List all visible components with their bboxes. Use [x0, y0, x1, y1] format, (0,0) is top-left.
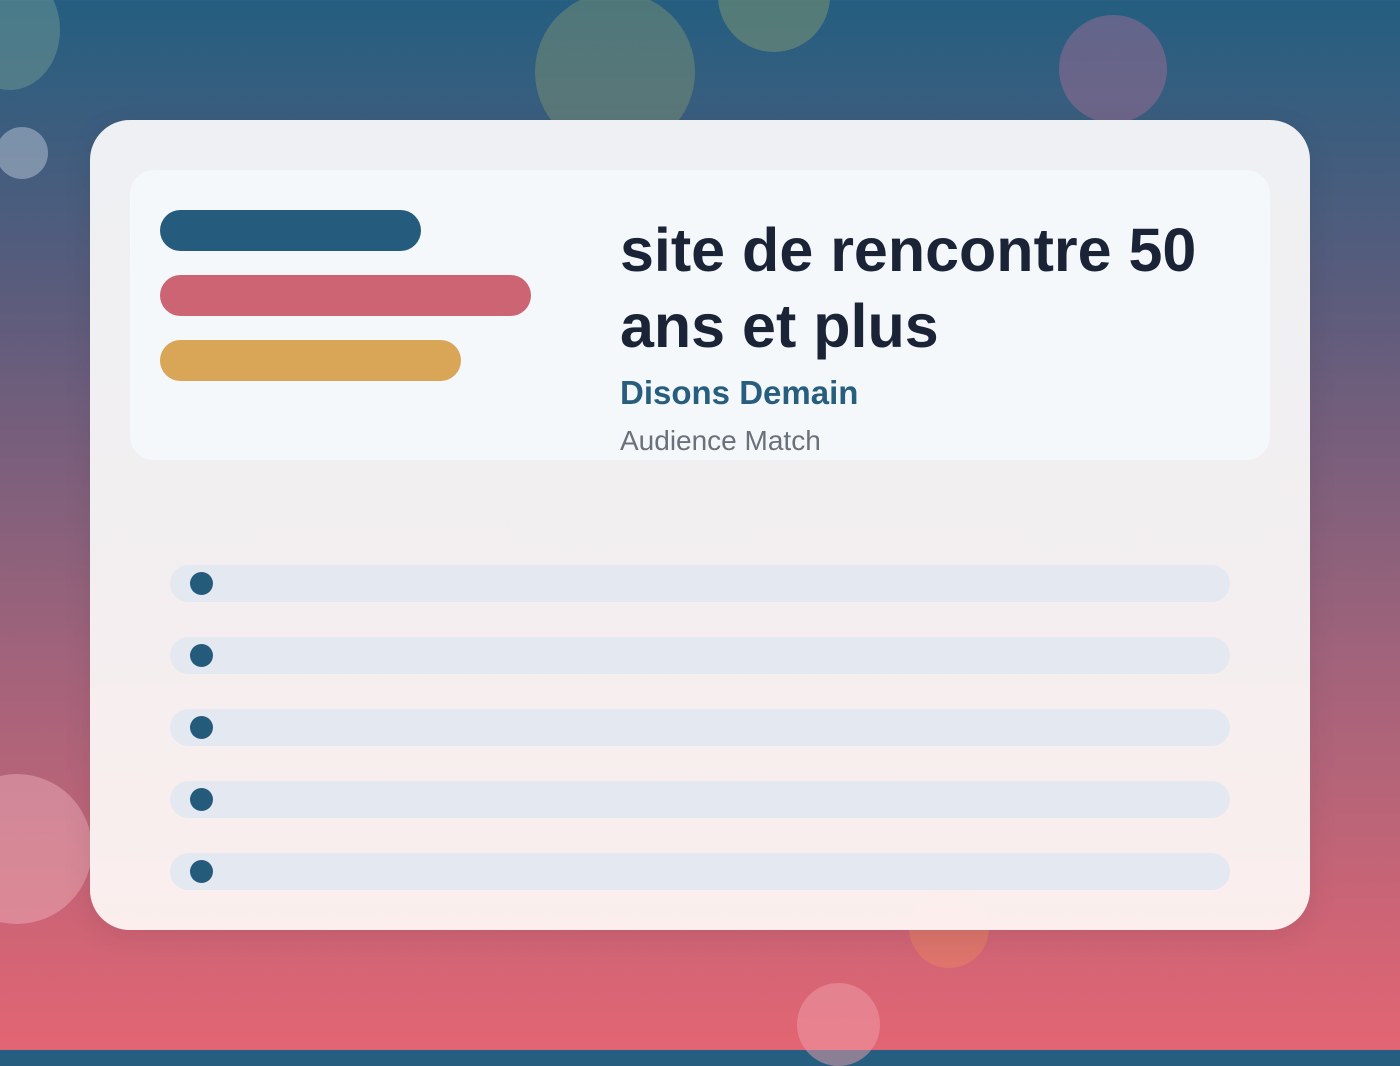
- list-item: [170, 565, 1230, 602]
- decorative-bar-pink: [160, 275, 531, 316]
- subtitle: Audience Match: [620, 425, 821, 456]
- bullet-dot-icon: [190, 788, 213, 811]
- page-title: site de rencontre 50 ans et plus: [620, 216, 1197, 360]
- bullet-dot-icon: [190, 860, 213, 883]
- list-item: [170, 781, 1230, 818]
- background-bokeh: [797, 983, 880, 1066]
- bullet-dot-icon: [190, 644, 213, 667]
- list-item: [170, 853, 1230, 890]
- content-card: site de rencontre 50 ans et plus Disons …: [90, 120, 1310, 930]
- background-bokeh: [0, 127, 48, 179]
- hero-panel: site de rencontre 50 ans et plus Disons …: [130, 170, 1270, 460]
- background-bokeh: [0, 0, 60, 90]
- brand-name: Disons Demain: [620, 374, 859, 411]
- list-item: [170, 709, 1230, 746]
- background-bokeh: [718, 0, 830, 52]
- bullet-dot-icon: [190, 572, 213, 595]
- list-item: [170, 637, 1230, 674]
- decorative-bar-blue: [160, 210, 421, 251]
- bullet-dot-icon: [190, 716, 213, 739]
- background-bokeh: [1059, 15, 1167, 123]
- decorative-bar-gold: [160, 340, 461, 381]
- background-bokeh: [0, 774, 92, 924]
